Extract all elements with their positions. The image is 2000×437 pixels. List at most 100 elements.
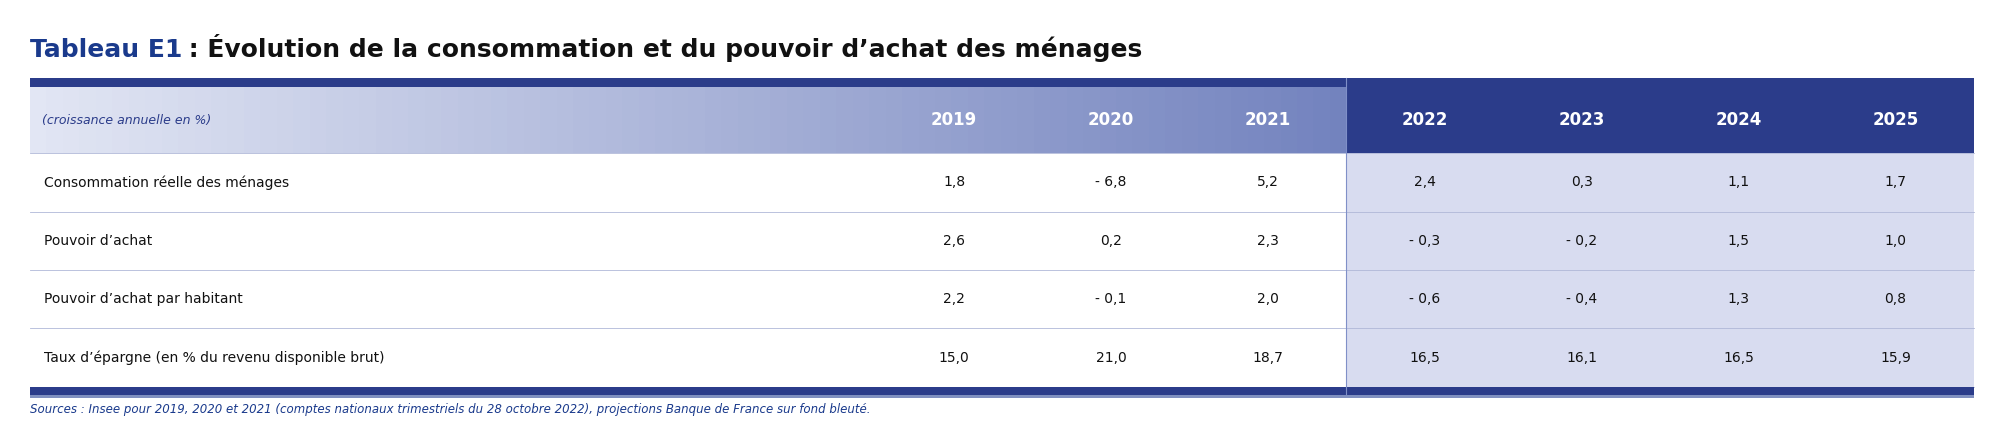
Text: Consommation réelle des ménages: Consommation réelle des ménages	[44, 175, 290, 190]
Text: - 6,8: - 6,8	[1096, 175, 1126, 190]
Text: 2,3: 2,3	[1256, 234, 1278, 248]
Bar	[1248, 87, 1264, 153]
Bar	[786, 87, 804, 153]
Bar	[952, 87, 968, 153]
Bar	[244, 87, 260, 153]
Text: 1,3: 1,3	[1728, 292, 1750, 306]
Text: 2023: 2023	[1558, 111, 1604, 129]
Bar	[408, 87, 424, 153]
Bar	[1132, 87, 1148, 153]
Text: Pouvoir d’achat: Pouvoir d’achat	[44, 234, 152, 248]
Bar	[870, 87, 886, 153]
Text: - 0,1: - 0,1	[1096, 292, 1126, 306]
Bar	[656, 87, 672, 153]
Text: 1,7: 1,7	[1884, 175, 1906, 190]
Bar	[1314, 87, 1330, 153]
Bar	[968, 87, 984, 153]
Text: 5,2: 5,2	[1256, 175, 1278, 190]
Text: 18,7: 18,7	[1252, 350, 1284, 364]
Text: 2025: 2025	[1872, 111, 1918, 129]
Bar	[852, 87, 870, 153]
Text: 1,5: 1,5	[1728, 234, 1750, 248]
Bar	[820, 87, 836, 153]
Bar	[704, 87, 722, 153]
Text: 16,1: 16,1	[1566, 350, 1598, 364]
Bar	[1298, 87, 1314, 153]
Bar	[276, 87, 294, 153]
Bar	[30, 78, 1974, 87]
Bar	[178, 87, 194, 153]
Bar	[228, 87, 244, 153]
Bar	[1214, 87, 1232, 153]
Bar	[1346, 270, 1974, 328]
Bar	[902, 87, 918, 153]
Bar	[722, 87, 738, 153]
Text: 2024: 2024	[1716, 111, 1762, 129]
Bar	[30, 212, 1346, 270]
Text: 1,8: 1,8	[944, 175, 966, 190]
Bar	[1346, 212, 1974, 270]
Bar	[212, 87, 228, 153]
Bar	[1346, 87, 1974, 153]
Text: 2,2: 2,2	[944, 292, 966, 306]
Bar	[1232, 87, 1248, 153]
Bar	[1018, 87, 1034, 153]
Text: 2020: 2020	[1088, 111, 1134, 129]
Bar	[1182, 87, 1198, 153]
Bar	[622, 87, 638, 153]
Bar	[918, 87, 936, 153]
Bar	[1280, 87, 1298, 153]
Bar	[310, 87, 326, 153]
Bar	[836, 87, 852, 153]
Bar	[62, 87, 80, 153]
Bar	[146, 87, 162, 153]
Bar	[392, 87, 408, 153]
Bar	[490, 87, 508, 153]
Bar	[30, 387, 1974, 395]
Text: 2021: 2021	[1244, 111, 1292, 129]
Bar	[508, 87, 524, 153]
Bar	[936, 87, 952, 153]
Bar	[1000, 87, 1018, 153]
Bar	[162, 87, 178, 153]
Text: : Évolution de la consommation et du pouvoir d’achat des ménages: : Évolution de la consommation et du pou…	[180, 34, 1142, 62]
Bar	[194, 87, 212, 153]
Bar	[574, 87, 590, 153]
Text: 2,4: 2,4	[1414, 175, 1436, 190]
Bar	[804, 87, 820, 153]
Text: - 0,4: - 0,4	[1566, 292, 1598, 306]
Text: 21,0: 21,0	[1096, 350, 1126, 364]
Bar	[1346, 153, 1974, 212]
Bar	[424, 87, 442, 153]
Text: 16,5: 16,5	[1724, 350, 1754, 364]
Bar	[112, 87, 128, 153]
Bar	[540, 87, 556, 153]
Bar	[46, 87, 62, 153]
Bar	[754, 87, 770, 153]
Bar	[672, 87, 688, 153]
Bar	[30, 395, 1974, 398]
Bar	[442, 87, 458, 153]
Text: Tableau E1: Tableau E1	[30, 38, 182, 62]
Text: - 0,6: - 0,6	[1410, 292, 1440, 306]
Text: 2019: 2019	[930, 111, 978, 129]
Bar	[524, 87, 540, 153]
Bar	[294, 87, 310, 153]
Bar	[1346, 328, 1974, 387]
Bar	[30, 328, 1346, 387]
Text: 16,5: 16,5	[1410, 350, 1440, 364]
Text: 0,3: 0,3	[1570, 175, 1592, 190]
Bar	[360, 87, 376, 153]
Bar	[1100, 87, 1116, 153]
Bar	[1198, 87, 1214, 153]
Bar	[738, 87, 754, 153]
Bar	[556, 87, 574, 153]
Bar	[376, 87, 392, 153]
Text: - 0,2: - 0,2	[1566, 234, 1598, 248]
Text: Taux d’épargne (en % du revenu disponible brut): Taux d’épargne (en % du revenu disponibl…	[44, 350, 384, 365]
Text: (croissance annuelle en %): (croissance annuelle en %)	[42, 114, 212, 127]
Bar	[1050, 87, 1066, 153]
Bar	[606, 87, 622, 153]
Text: 0,8: 0,8	[1884, 292, 1906, 306]
Bar	[984, 87, 1000, 153]
